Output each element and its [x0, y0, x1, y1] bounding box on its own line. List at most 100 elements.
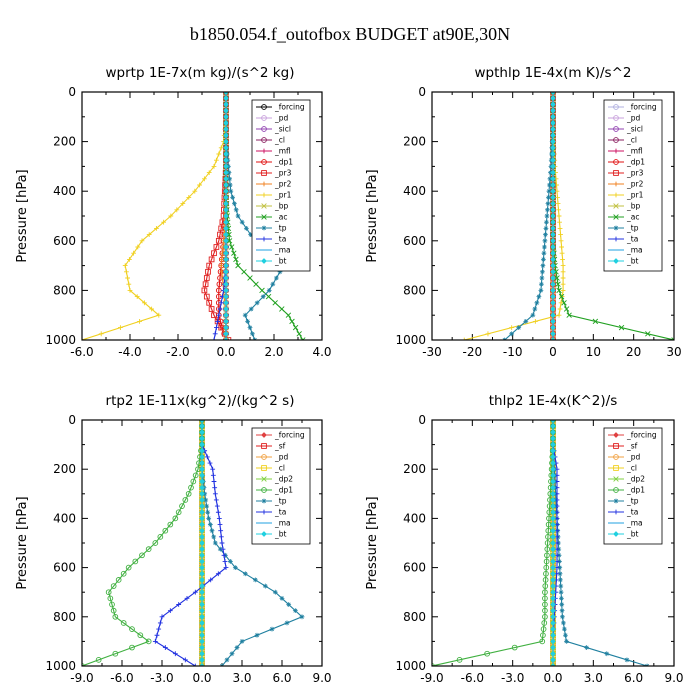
series-marker [199, 577, 205, 583]
x-tick-label: 10 [586, 345, 601, 359]
series-marker [197, 182, 202, 188]
figure-title: b1850.054.f_outofbox BUDGET at90E,30N [190, 24, 510, 44]
series-marker [558, 300, 564, 306]
series-marker [223, 107, 229, 114]
series-marker [223, 250, 229, 257]
series-marker [202, 176, 207, 182]
series-marker [218, 263, 224, 268]
legend-marker [261, 531, 267, 537]
legend-label: _sicl [274, 125, 291, 134]
legend-entry: _sicl [256, 125, 291, 134]
series-marker [154, 226, 159, 231]
series-marker [199, 534, 205, 540]
series-marker [223, 281, 229, 288]
x-tick-label: -9.0 [420, 671, 443, 685]
series-marker [107, 595, 114, 602]
series-marker [223, 194, 229, 201]
series-marker [550, 244, 556, 250]
series-marker [205, 268, 211, 275]
x-tick-label: 3.0 [584, 671, 603, 685]
series-marker [223, 200, 229, 207]
series-tp [502, 92, 556, 340]
y-tick-label: 600 [403, 561, 426, 575]
legend-marker [613, 214, 619, 220]
series-marker [550, 420, 556, 423]
legend-entry: _bt [256, 257, 287, 266]
series-marker [223, 219, 229, 226]
legend-label: _ta [626, 235, 638, 244]
series-marker [550, 175, 556, 182]
series-marker [248, 232, 253, 237]
x-tick-label: 6.0 [624, 671, 643, 685]
series-marker [199, 484, 205, 491]
series-marker [226, 231, 232, 238]
series-marker [223, 169, 229, 176]
series-marker [132, 558, 139, 565]
series-marker [550, 312, 556, 319]
legend-label: _sf [626, 442, 638, 451]
series-marker [199, 420, 205, 423]
series-marker [539, 275, 545, 281]
series-marker [199, 509, 205, 516]
legend-label: _dp1 [274, 486, 293, 495]
series-marker [172, 651, 178, 657]
series-marker [544, 552, 550, 559]
series-marker [550, 330, 556, 337]
series-marker [199, 657, 205, 663]
legend-marker [613, 148, 619, 154]
y-tick-label: 0 [68, 413, 76, 427]
series-marker [162, 645, 168, 650]
panel-title: rtp2 1E-11x(kg^2)/(kg^2 s) [106, 393, 295, 409]
legend-entry: _dp1 [256, 158, 293, 167]
series-marker [550, 454, 556, 460]
series-marker [215, 571, 221, 577]
legend-marker [613, 531, 619, 537]
series-marker [161, 219, 166, 225]
series-marker [624, 657, 630, 663]
series-marker [212, 331, 218, 337]
series-marker [223, 318, 229, 325]
legend-marker [613, 181, 619, 187]
series-marker [223, 144, 229, 151]
y-axis-label: Pressure [hPa] [15, 169, 30, 262]
legend-entry: _dp1 [608, 158, 645, 167]
series-marker [156, 312, 162, 318]
y-tick-label: 0 [68, 85, 76, 99]
series-marker [110, 607, 117, 614]
series-marker [223, 312, 229, 319]
series-marker [152, 639, 158, 644]
series-marker [212, 485, 218, 491]
series-marker [192, 188, 198, 194]
series-bt [550, 92, 556, 340]
legend-label: _pr3 [626, 169, 644, 178]
series-marker [120, 620, 127, 626]
legend-marker [261, 203, 267, 209]
legend-marker [261, 170, 267, 176]
series-marker [199, 613, 205, 620]
series-marker [550, 182, 556, 188]
series-marker [199, 601, 205, 608]
legend-entry: _ma [256, 519, 291, 528]
series-marker [516, 325, 522, 330]
legend-entry: _dp2 [608, 475, 645, 484]
series-marker [202, 281, 209, 288]
legend-marker [613, 236, 619, 242]
series-marker [560, 257, 565, 262]
series-marker [120, 570, 127, 577]
series-marker [227, 176, 232, 182]
series-marker [207, 522, 213, 527]
legend-marker [613, 465, 619, 471]
series-marker [671, 337, 674, 340]
series-marker [558, 238, 564, 244]
legend-label: _cl [274, 464, 285, 473]
series-marker [192, 472, 199, 479]
legend-entry: _sf [608, 442, 638, 451]
series-marker [547, 182, 552, 188]
x-tick-label: -3.0 [150, 671, 173, 685]
legend-label: _ac [626, 213, 639, 222]
series-marker [274, 275, 279, 281]
series-marker [559, 602, 565, 607]
legend-entry: _tp [256, 224, 287, 233]
x-tick-label: 0.0 [192, 671, 211, 685]
legend-label: _ta [274, 508, 286, 517]
